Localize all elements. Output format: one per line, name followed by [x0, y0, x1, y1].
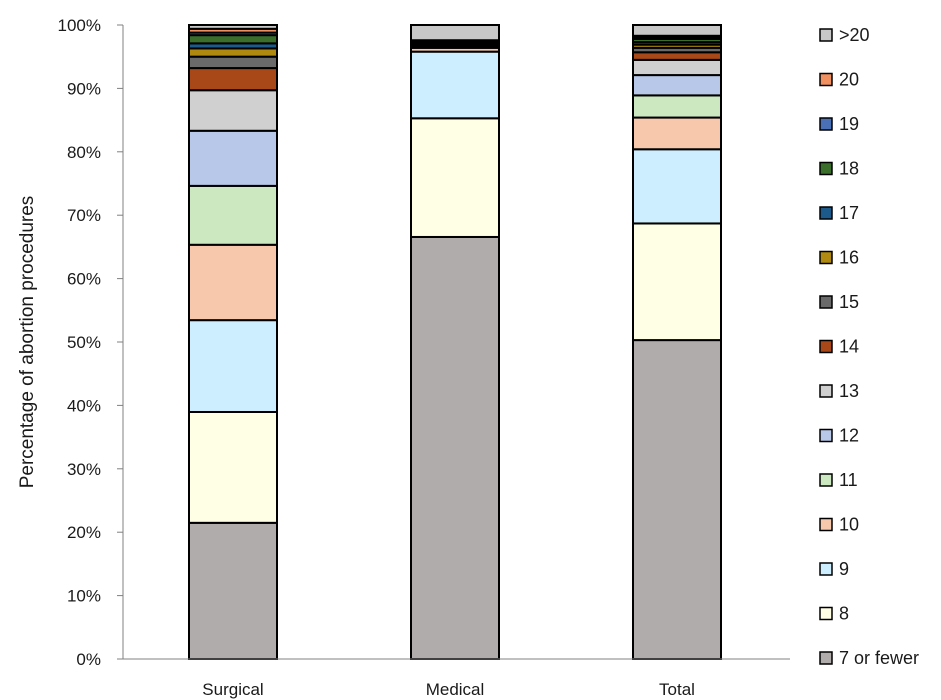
y-tick-label: 50%	[67, 333, 101, 352]
y-axis-ticks: 0% 10% 20% 30% 40% 50% 60% 70% 80% 90% 100%	[58, 16, 123, 669]
y-tick-label: 70%	[67, 206, 101, 225]
legend-item: 15	[819, 292, 859, 312]
bar-segment	[188, 129, 278, 187]
legend-label: 10	[839, 515, 859, 535]
bar-segment	[632, 51, 722, 61]
legend-item: 7 or fewer	[819, 648, 919, 668]
legend-label: 19	[839, 114, 859, 134]
y-axis-title: Percentage of abortion procedures	[17, 196, 38, 489]
legend-item: 18	[819, 159, 859, 179]
bar-segment	[188, 89, 278, 132]
legend-label: 14	[839, 337, 859, 357]
bar-segment	[188, 47, 278, 58]
legend-swatch	[819, 28, 833, 42]
bar-segment	[632, 24, 722, 37]
legend-item: 13	[819, 381, 859, 401]
legend-swatch	[819, 295, 833, 309]
legend-swatch	[819, 384, 833, 398]
legend-label: 17	[839, 203, 859, 223]
bar-segment	[188, 67, 278, 92]
y-tick-label: 20%	[67, 523, 101, 542]
legend-swatch	[819, 250, 833, 265]
bar-segment	[632, 222, 722, 342]
bar-segment	[188, 243, 278, 322]
legend-swatch	[819, 517, 833, 532]
legend-swatch	[819, 339, 833, 354]
y-tick-label: 40%	[67, 396, 101, 415]
bar-stack-surgical	[188, 24, 278, 660]
bar-segment	[410, 24, 500, 42]
bar-segment	[188, 184, 278, 246]
legend-swatch	[819, 562, 833, 576]
bars-group	[188, 24, 722, 661]
legend-item: 16	[819, 248, 859, 268]
legend-swatch	[819, 651, 833, 665]
legend-label: 8	[839, 604, 849, 624]
legend-label: 15	[839, 292, 859, 312]
legend-item: >20	[819, 25, 870, 45]
legend-swatch	[819, 473, 833, 487]
legend-swatch	[819, 72, 833, 87]
bar-stack-total	[632, 24, 722, 660]
legend-label: 16	[839, 248, 859, 268]
legend-swatch	[819, 428, 833, 443]
legend-label: 7 or fewer	[839, 648, 919, 668]
bar-segment	[188, 319, 278, 413]
bar-segment	[410, 235, 500, 661]
legend-item: 14	[819, 337, 859, 357]
bar-segment	[188, 24, 278, 30]
legend-item: 10	[819, 515, 859, 535]
x-tick-label: Medical	[426, 680, 485, 699]
bar-segment	[632, 339, 722, 660]
bar-stack-medical	[410, 24, 500, 661]
bar-segment	[632, 58, 722, 77]
x-tick-label: Surgical	[202, 680, 263, 699]
bar-segment	[188, 55, 278, 70]
bar-segment	[410, 50, 500, 120]
y-tick-label: 30%	[67, 460, 101, 479]
y-tick-label: 80%	[67, 143, 101, 162]
legend-label: 11	[839, 470, 858, 490]
bar-segment	[632, 74, 722, 97]
legend-item: 12	[819, 426, 859, 446]
bar-segment	[632, 94, 722, 119]
legend-label: >20	[839, 25, 870, 45]
bar-segment	[632, 116, 722, 151]
y-tick-label: 60%	[67, 270, 101, 289]
legend-swatch	[819, 206, 833, 220]
legend-swatch	[819, 606, 833, 621]
legend-label: 13	[839, 381, 859, 401]
bar-segment	[410, 117, 500, 238]
bar-segment	[188, 410, 278, 524]
legend-label: 9	[839, 559, 849, 579]
x-tick-label: Total	[659, 680, 695, 699]
legend-swatch	[819, 161, 833, 176]
legend-item: 20	[819, 70, 859, 90]
legend-item: 11	[819, 470, 858, 490]
bar-segment	[188, 521, 278, 660]
bar-segment	[188, 34, 278, 45]
legend-swatch	[819, 117, 833, 131]
legend-item: 9	[819, 559, 849, 579]
y-tick-label: 0%	[76, 650, 101, 669]
legend-item: 17	[819, 203, 859, 223]
x-axis-labels: Surgical Medical Total	[202, 680, 695, 699]
legend-label: 12	[839, 426, 859, 446]
y-tick-label: 10%	[67, 587, 101, 606]
legend-label: 20	[839, 70, 859, 90]
y-tick-label: 90%	[67, 79, 101, 98]
legend-item: 19	[819, 114, 859, 134]
legend-label: 18	[839, 159, 859, 179]
y-tick-label: 100%	[58, 16, 101, 35]
legend: >20 20 19 18 17 16 15 14 13 12 11 10 9 8 7 or fewer	[819, 25, 919, 668]
legend-item: 8	[819, 604, 849, 624]
bar-segment	[632, 148, 722, 225]
